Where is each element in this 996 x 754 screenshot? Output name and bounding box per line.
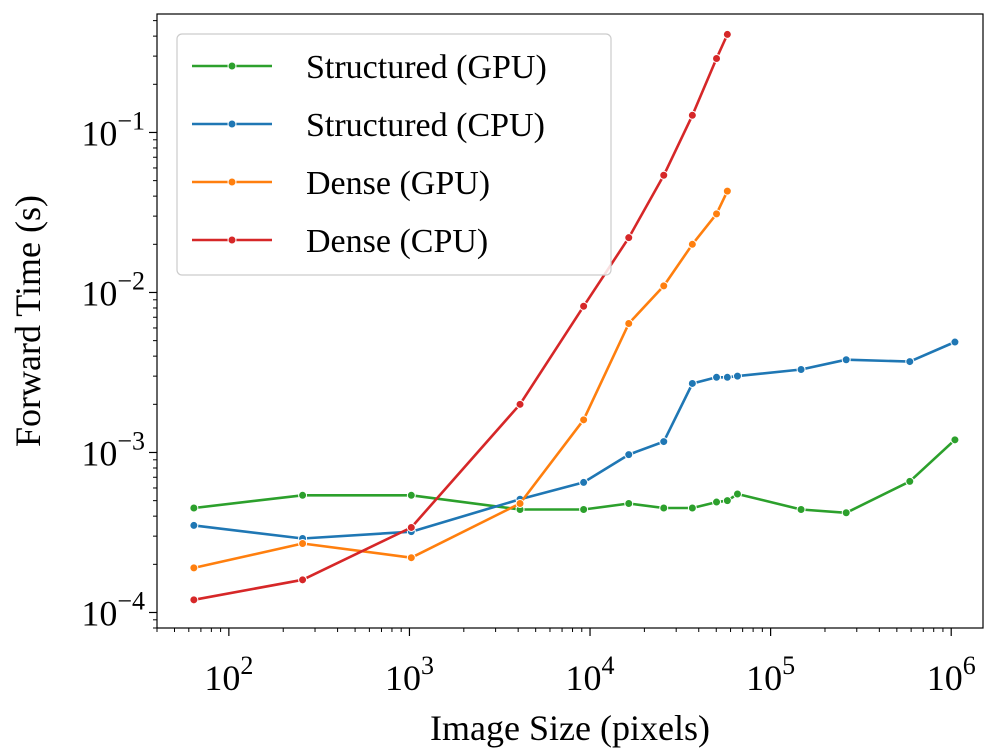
data-point bbox=[579, 415, 589, 425]
data-point bbox=[796, 365, 806, 375]
data-point bbox=[406, 553, 416, 563]
data-point bbox=[841, 508, 851, 518]
data-point bbox=[189, 520, 199, 530]
data-point bbox=[712, 372, 722, 382]
series-dense-gpu bbox=[189, 186, 732, 573]
legend-marker bbox=[227, 177, 237, 187]
data-point bbox=[687, 239, 697, 249]
data-point bbox=[189, 503, 199, 513]
data-point bbox=[189, 595, 199, 605]
x-tick-label: 105 bbox=[746, 651, 795, 698]
y-tick-label: 10−1 bbox=[81, 106, 145, 153]
legend-marker bbox=[227, 61, 237, 71]
x-tick-label: 102 bbox=[204, 651, 253, 698]
data-point bbox=[579, 301, 589, 311]
data-point bbox=[687, 110, 697, 120]
data-point bbox=[406, 490, 416, 500]
x-minor-ticks bbox=[156, 628, 944, 632]
y-minor-ticks bbox=[153, 20, 157, 629]
legend-item-structured-gpu: Structured (GPU) bbox=[192, 49, 547, 86]
legend-label: Dense (CPU) bbox=[306, 223, 488, 260]
data-point bbox=[905, 357, 915, 367]
data-point bbox=[712, 497, 722, 507]
series-structured-cpu bbox=[189, 337, 960, 544]
data-point bbox=[950, 435, 960, 445]
data-point bbox=[298, 575, 308, 585]
legend-label: Structured (CPU) bbox=[306, 107, 545, 144]
data-point bbox=[950, 337, 960, 347]
legend-label: Structured (GPU) bbox=[306, 49, 547, 86]
plot-frame bbox=[156, 13, 984, 629]
x-tick-label: 103 bbox=[385, 651, 434, 698]
data-point bbox=[722, 186, 732, 196]
data-point bbox=[624, 498, 634, 508]
series-line bbox=[192, 438, 957, 515]
data-point bbox=[796, 505, 806, 515]
y-major-ticks: 10−4 10−3 10−2 10−1 bbox=[81, 106, 157, 633]
legend-marker bbox=[227, 235, 237, 245]
data-point bbox=[624, 450, 634, 460]
data-point bbox=[687, 503, 697, 513]
data-point bbox=[905, 476, 915, 486]
data-point bbox=[687, 378, 697, 388]
data-point bbox=[722, 29, 732, 39]
data-point bbox=[298, 490, 308, 500]
data-point bbox=[712, 53, 722, 63]
data-point bbox=[298, 538, 308, 548]
x-axis-title: Image Size (pixels) bbox=[430, 708, 710, 748]
legend-item-dense-cpu: Dense (CPU) bbox=[192, 223, 488, 260]
data-point bbox=[515, 399, 525, 409]
legend-box bbox=[176, 33, 612, 276]
data-point bbox=[722, 496, 732, 506]
data-point bbox=[406, 522, 416, 532]
data-point bbox=[515, 498, 525, 508]
data-point bbox=[659, 437, 669, 447]
data-point bbox=[579, 477, 589, 487]
y-axis-title: Forward Time (s) bbox=[8, 195, 48, 447]
data-point bbox=[189, 563, 199, 573]
series-structured-gpu bbox=[189, 435, 960, 518]
legend: Structured (GPU) Structured (CPU) Dense (G… bbox=[176, 33, 612, 276]
legend-label: Dense (GPU) bbox=[306, 165, 490, 202]
data-point bbox=[732, 489, 742, 499]
x-major-ticks: 102 103 104 105 106 bbox=[204, 628, 976, 698]
data-point bbox=[732, 371, 742, 381]
data-point bbox=[841, 355, 851, 365]
legend-marker bbox=[227, 119, 237, 129]
y-tick-label: 10−4 bbox=[81, 586, 145, 633]
data-point bbox=[659, 170, 669, 180]
y-tick-label: 10−3 bbox=[81, 426, 145, 473]
data-point bbox=[624, 233, 634, 243]
series-line bbox=[192, 189, 729, 570]
series-layer bbox=[189, 29, 960, 605]
x-tick-label: 104 bbox=[566, 651, 615, 698]
y-tick-label: 10−2 bbox=[81, 266, 145, 313]
legend-item-structured-cpu: Structured (CPU) bbox=[192, 107, 545, 144]
x-tick-label: 106 bbox=[927, 651, 976, 698]
data-point bbox=[712, 209, 722, 219]
data-point bbox=[579, 505, 589, 515]
data-point bbox=[659, 281, 669, 291]
data-point bbox=[624, 318, 634, 328]
data-point bbox=[722, 372, 732, 382]
legend-item-dense-gpu: Dense (GPU) bbox=[192, 165, 490, 202]
data-point bbox=[659, 503, 669, 513]
